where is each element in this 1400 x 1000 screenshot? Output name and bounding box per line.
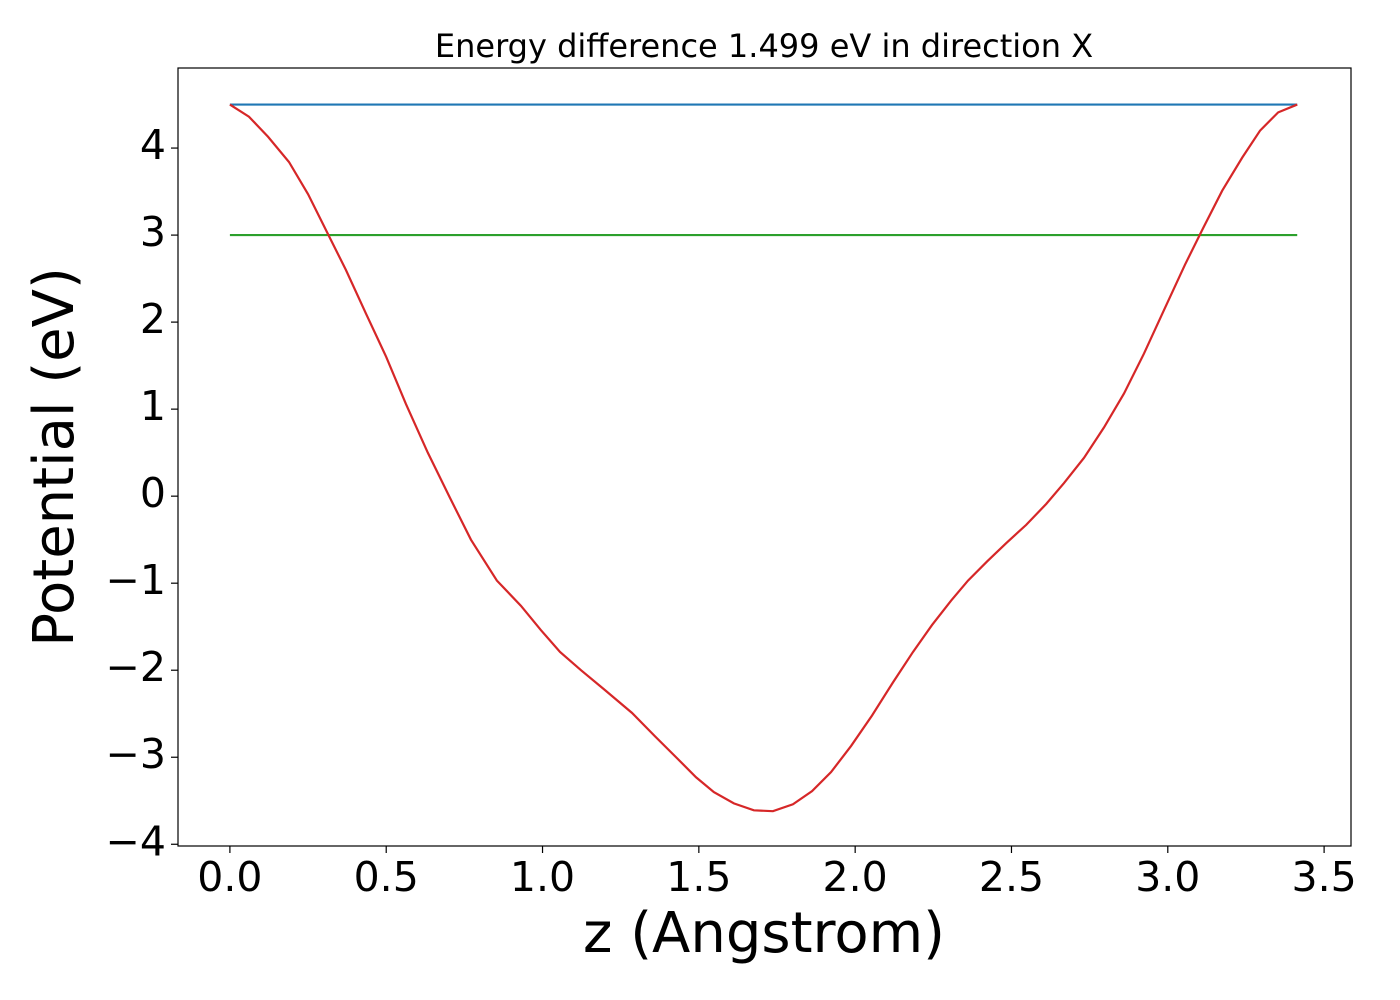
y-axis-label: Potential (eV)	[22, 267, 87, 647]
plot-frame	[177, 67, 1352, 847]
x-tick-label: 2.0	[823, 853, 888, 901]
y-tick-label: 2	[140, 295, 166, 343]
x-tick-label: 0.0	[197, 853, 262, 901]
y-tick-label: 3	[140, 208, 166, 256]
x-tick-label: 3.0	[1135, 853, 1200, 901]
series-line	[229, 103, 1298, 813]
y-tick-label: −4	[106, 817, 166, 865]
y-tick-label: 4	[140, 121, 166, 169]
y-tick-label: −2	[106, 643, 166, 691]
x-tick-label: 1.5	[666, 853, 731, 901]
x-tick-label: 3.5	[1292, 853, 1357, 901]
y-tick-label: −1	[106, 556, 166, 604]
x-tick-label: 2.5	[979, 853, 1044, 901]
y-tick-label: −3	[106, 730, 166, 778]
x-tick-label: 1.0	[510, 853, 575, 901]
chart-title: Energy difference 1.499 eV in direction …	[435, 27, 1093, 65]
x-tick-label: 0.5	[354, 853, 419, 901]
y-tick-label: 1	[140, 382, 166, 430]
x-axis-label: z (Angstrom)	[583, 901, 945, 966]
y-tick-label: 0	[140, 469, 166, 517]
